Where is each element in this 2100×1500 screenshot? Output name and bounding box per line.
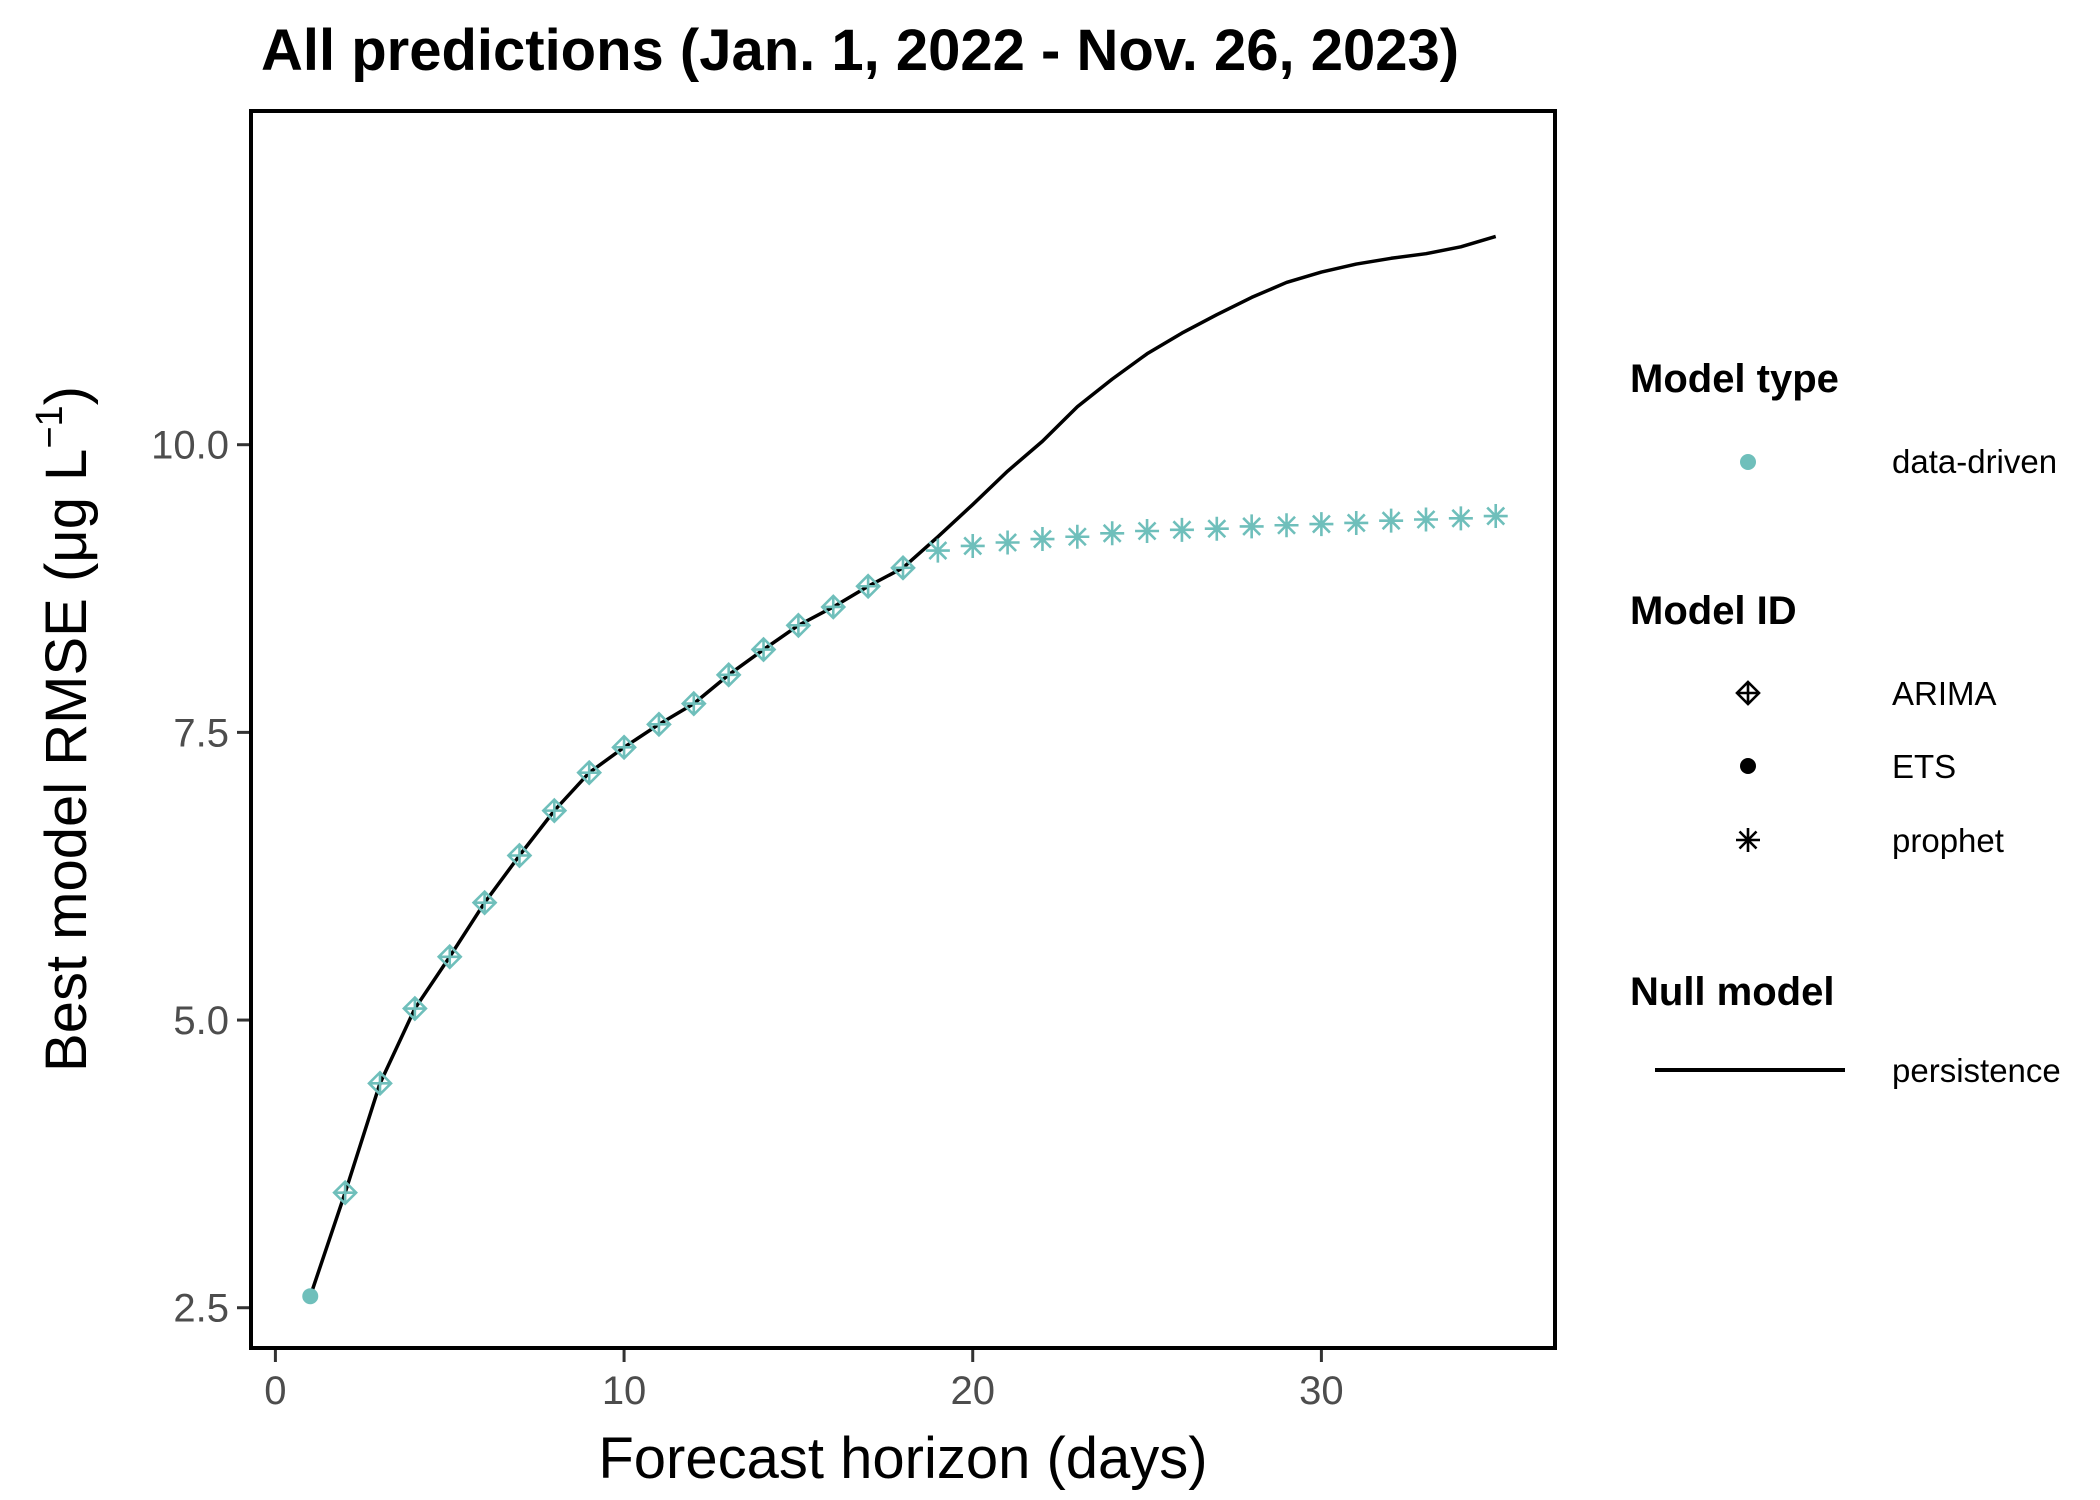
- legend-arima-key: [1735, 680, 1761, 706]
- legend-ets-key: [1740, 758, 1756, 774]
- legend-arima-label: ARIMA: [1892, 675, 1997, 712]
- y-axis-label-main: Best model RMSE (μg L: [34, 449, 99, 1072]
- legend-persistence-label: persistence: [1892, 1052, 2061, 1089]
- legend-prophet-key: [1736, 828, 1760, 852]
- x-axis-label: Forecast horizon (days): [598, 1426, 1207, 1491]
- persistence-series: [308, 234, 1497, 1297]
- point-arima: [402, 995, 428, 1022]
- y-tick-label: 2.5: [173, 1287, 229, 1331]
- legend-model-type: Model type data-driven: [1630, 357, 2057, 480]
- point-ets: [302, 1288, 319, 1305]
- legend-data-driven-key: [1740, 454, 1756, 470]
- x-axis: 0 10 20 30: [264, 1350, 1344, 1413]
- legend-ets-label: ETS: [1892, 748, 1956, 785]
- y-tick-label: 10.0: [151, 424, 229, 468]
- point-arima: [576, 759, 603, 786]
- legend-model-type-title: Model type: [1630, 357, 1839, 401]
- point-arima: [785, 612, 812, 639]
- persistence-line: [308, 234, 1497, 1297]
- point-prophet: [1309, 512, 1334, 537]
- point-prophet: [995, 530, 1020, 555]
- y-tick-label: 5.0: [173, 999, 229, 1043]
- y-axis-label-end: ): [34, 386, 99, 405]
- legend-data-driven-label: data-driven: [1892, 443, 2057, 480]
- point-prophet: [1030, 527, 1055, 552]
- x-tick-label: 0: [264, 1369, 286, 1413]
- point-prophet: [1448, 506, 1473, 531]
- legend-prophet-label: prophet: [1892, 822, 2004, 859]
- point-prophet: [925, 538, 950, 563]
- point-prophet: [1274, 513, 1299, 538]
- point-prophet: [1413, 507, 1438, 532]
- point-prophet: [960, 533, 985, 558]
- y-axis-label: Best model RMSE (μg L−1): [29, 386, 99, 1072]
- point-prophet: [1204, 516, 1229, 541]
- point-arima: [506, 842, 533, 869]
- legend-model-id-title: Model ID: [1630, 589, 1797, 633]
- point-arima: [332, 1179, 358, 1206]
- plot-panel: [249, 109, 1557, 1350]
- point-prophet: [1100, 521, 1125, 546]
- chart-title: All predictions (Jan. 1, 2022 - Nov. 26,…: [261, 18, 1459, 83]
- point-prophet: [1135, 519, 1160, 544]
- point-arima: [541, 797, 568, 824]
- point-prophet: [1239, 514, 1264, 539]
- y-axis-label-superscript: −1: [29, 405, 71, 448]
- legend-null-model: Null model persistence: [1630, 970, 2061, 1089]
- point-arima: [890, 554, 916, 581]
- point-arima: [367, 1070, 393, 1097]
- point-arima: [611, 734, 637, 761]
- x-tick-label: 30: [1299, 1369, 1344, 1413]
- data-driven-series: [302, 504, 1508, 1305]
- point-arima: [855, 573, 881, 600]
- point-arima: [750, 636, 777, 663]
- point-arima: [680, 690, 707, 717]
- point-arima: [646, 711, 672, 738]
- point-arima: [436, 943, 463, 970]
- point-prophet: [1065, 524, 1090, 549]
- point-prophet: [1483, 504, 1508, 529]
- x-tick-label: 20: [950, 1369, 995, 1413]
- point-arima: [471, 889, 498, 916]
- point-prophet: [1379, 508, 1404, 533]
- x-tick-label: 10: [602, 1369, 647, 1413]
- legend-null-model-title: Null model: [1630, 970, 1834, 1014]
- point-prophet: [1169, 517, 1194, 542]
- point-arima: [715, 662, 742, 688]
- point-prophet: [1344, 510, 1369, 535]
- y-tick-label: 7.5: [173, 711, 229, 755]
- legend-model-id: Model ID ARIMA ETS prophet: [1630, 589, 2004, 859]
- y-axis: 2.5 5.0 7.5 10.0: [151, 424, 249, 1331]
- point-arima: [820, 594, 847, 620]
